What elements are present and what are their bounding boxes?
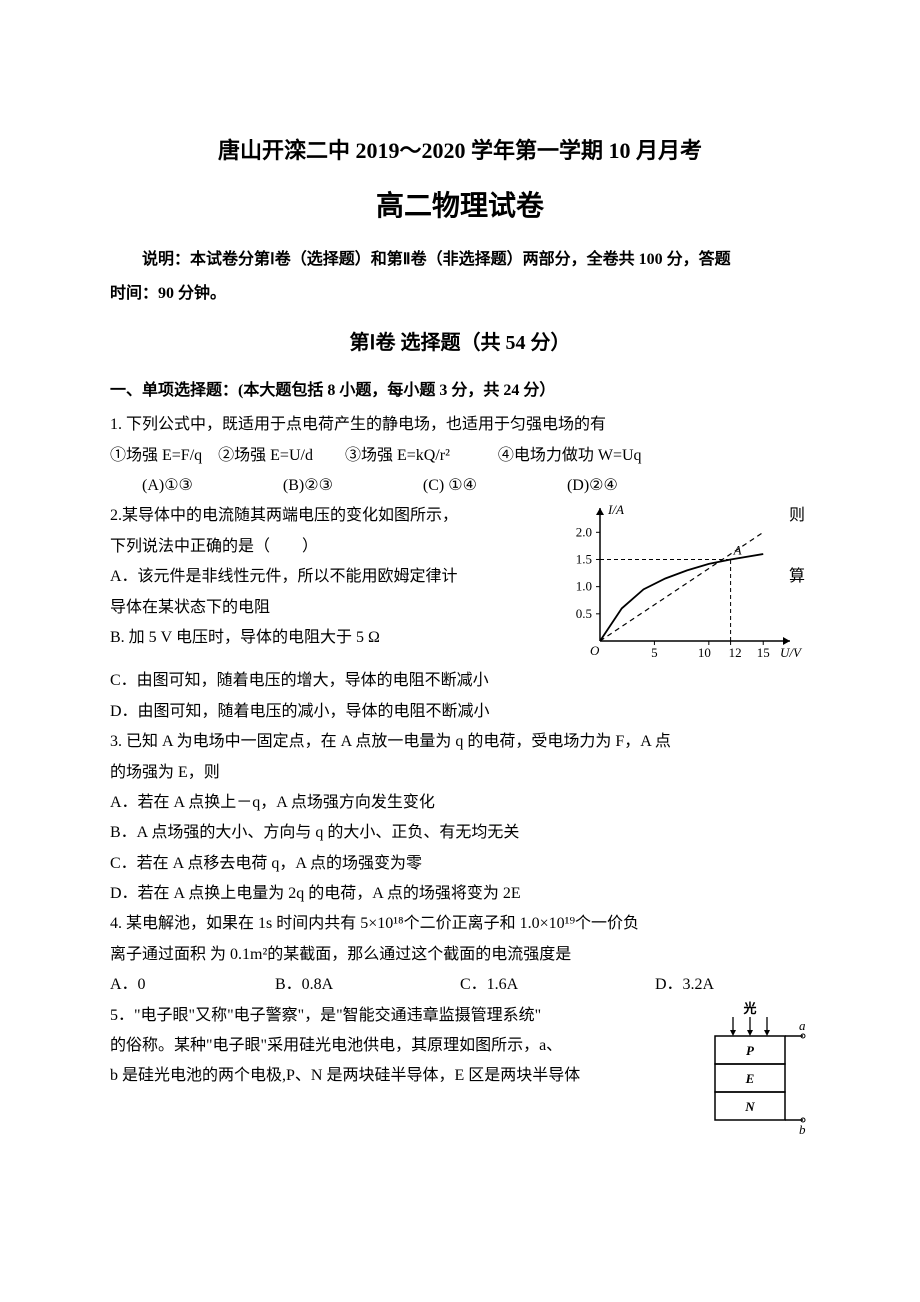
q2-line3a: A．该元件是非线性元件，所以不能用欧姆定律计 xyxy=(110,568,458,585)
q3-optA: A．若在 A 点换上－q，A 点场强方向发生变化 xyxy=(110,788,810,818)
svg-text:2.0: 2.0 xyxy=(576,525,592,540)
svg-text:0.5: 0.5 xyxy=(576,606,592,621)
svg-text:a: a xyxy=(799,1018,806,1033)
q2-line1b: 则 xyxy=(789,501,805,531)
q1-opt-a: (A)①③ xyxy=(142,471,193,501)
q1-formulas: ①场强 E=F/q ②场强 E=U/d ③场强 E=kQ/r² ④电场力做功 W… xyxy=(110,441,810,471)
svg-text:P: P xyxy=(746,1043,755,1058)
exam-title-2: 高二物理试卷 xyxy=(110,180,810,233)
q1-opt-c: (C) ①④ xyxy=(423,471,477,501)
section-header: 第Ⅰ卷 选择题（共 54 分） xyxy=(110,324,810,362)
svg-text:O: O xyxy=(590,643,600,658)
svg-text:5: 5 xyxy=(651,645,658,660)
q1-text: 1. 下列公式中，既适用于点电荷产生的静电场，也适用于匀强电场的有 xyxy=(110,410,810,440)
svg-text:10: 10 xyxy=(698,645,711,660)
q1-opt-d: (D)②④ xyxy=(567,471,618,501)
q3-optB: B．A 点场强的大小、方向与 q 的大小、正负、有无均无关 xyxy=(110,818,810,848)
svg-text:b: b xyxy=(799,1122,806,1137)
q4-options: A．0 B．0.8A C．1.6A D．3.2A xyxy=(110,970,810,1000)
iv-chart: 0.5 1.0 1.5 2.0 5 10 12 15 O I/A U/V A xyxy=(560,496,810,666)
q4-optB: B．0.8A xyxy=(275,970,460,1000)
svg-text:1.5: 1.5 xyxy=(576,552,592,567)
q3-optC: C．若在 A 点移去电荷 q，A 点的场强变为零 xyxy=(110,849,810,879)
exam-instructions-2: 时间：90 分钟。 xyxy=(110,279,810,309)
q2-optD: D．由图可知，随着电压的减小，导体的电阻不断减小 xyxy=(110,697,810,727)
q4-line2: 离子通过面积 为 0.1m²的某截面，那么通过这个截面的电流强度是 xyxy=(110,940,810,970)
q3-optD: D．若在 A 点换上电量为 2q 的电荷，A 点的场强将变为 2E xyxy=(110,879,810,909)
exam-instructions-1: 说明：本试卷分第Ⅰ卷（选择题）和第Ⅱ卷（非选择题）两部分，全卷共 100 分，答… xyxy=(110,245,810,275)
exam-title-1: 唐山开滦二中 2019～2020 学年第一学期 10 月月考 xyxy=(110,130,810,172)
svg-text:1.0: 1.0 xyxy=(576,579,592,594)
svg-text:E: E xyxy=(745,1071,755,1086)
svg-text:光: 光 xyxy=(742,1001,756,1016)
photocell-diagram: 光 PENa b xyxy=(705,1001,810,1146)
svg-text:15: 15 xyxy=(757,645,770,660)
q1-opt-b: (B)②③ xyxy=(283,471,333,501)
sub-section-header: 一、单项选择题：(本大题包括 8 小题，每小题 3 分，共 24 分） xyxy=(110,376,810,406)
q2-line3b: 算 xyxy=(789,562,805,592)
q2-optC: C．由图可知，随着电压的增大，导体的电阻不断减小 xyxy=(110,666,810,696)
svg-text:N: N xyxy=(744,1099,755,1114)
svg-text:12: 12 xyxy=(729,645,742,660)
q4-optC: C．1.6A xyxy=(460,970,655,1000)
svg-text:A: A xyxy=(733,543,742,558)
q3-line2: 的场强为 E，则 xyxy=(110,758,810,788)
q3-line1: 3. 已知 A 为电场中一固定点，在 A 点放一电量为 q 的电荷，受电场力为 … xyxy=(110,727,810,757)
q2-line1a: 2.某导体中的电流随其两端电压的变化如图所示， xyxy=(110,507,458,524)
svg-text:U/V: U/V xyxy=(780,645,803,660)
q4-optA: A．0 xyxy=(110,970,275,1000)
svg-text:I/A: I/A xyxy=(607,502,624,517)
q4-optD: D．3.2A xyxy=(655,970,714,1000)
q4-line1: 4. 某电解池，如果在 1s 时间内共有 5×10¹⁸个二价正离子和 1.0×1… xyxy=(110,909,810,939)
